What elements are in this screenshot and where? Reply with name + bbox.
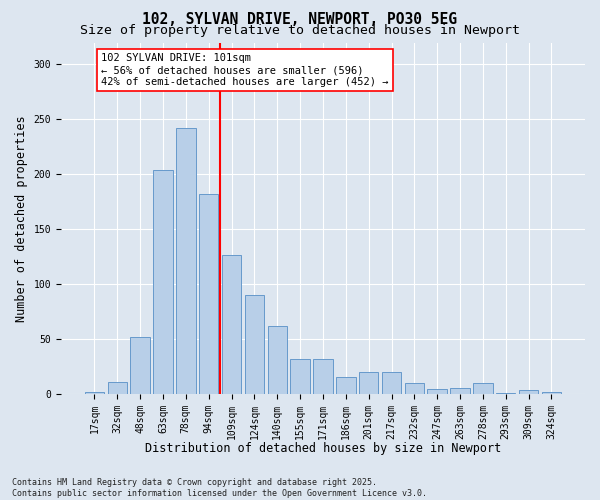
Bar bbox=[359, 372, 379, 394]
Text: Size of property relative to detached houses in Newport: Size of property relative to detached ho… bbox=[80, 24, 520, 37]
Text: Contains HM Land Registry data © Crown copyright and database right 2025.
Contai: Contains HM Land Registry data © Crown c… bbox=[12, 478, 427, 498]
Bar bbox=[85, 392, 104, 394]
Bar bbox=[176, 128, 196, 394]
Bar bbox=[427, 389, 447, 394]
Bar bbox=[199, 194, 218, 394]
Bar bbox=[313, 359, 332, 394]
Y-axis label: Number of detached properties: Number of detached properties bbox=[15, 115, 28, 322]
Bar bbox=[153, 170, 173, 394]
Bar bbox=[496, 393, 515, 394]
X-axis label: Distribution of detached houses by size in Newport: Distribution of detached houses by size … bbox=[145, 442, 501, 455]
Bar bbox=[473, 384, 493, 394]
Bar bbox=[519, 390, 538, 394]
Bar bbox=[382, 372, 401, 394]
Text: 102 SYLVAN DRIVE: 101sqm
← 56% of detached houses are smaller (596)
42% of semi-: 102 SYLVAN DRIVE: 101sqm ← 56% of detach… bbox=[101, 54, 389, 86]
Bar bbox=[222, 254, 241, 394]
Bar bbox=[130, 337, 150, 394]
Bar bbox=[290, 359, 310, 394]
Bar bbox=[245, 296, 264, 394]
Bar bbox=[404, 384, 424, 394]
Bar bbox=[336, 376, 356, 394]
Bar bbox=[107, 382, 127, 394]
Bar bbox=[268, 326, 287, 394]
Bar bbox=[451, 388, 470, 394]
Text: 102, SYLVAN DRIVE, NEWPORT, PO30 5EG: 102, SYLVAN DRIVE, NEWPORT, PO30 5EG bbox=[143, 12, 458, 28]
Bar bbox=[542, 392, 561, 394]
